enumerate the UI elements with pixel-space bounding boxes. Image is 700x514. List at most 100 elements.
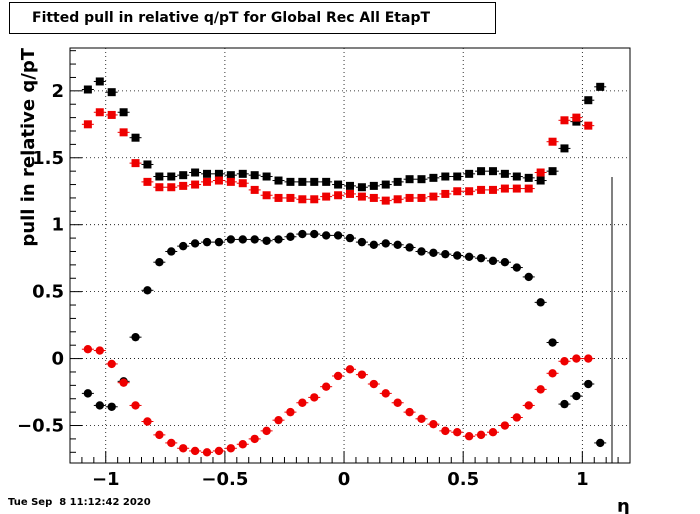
data-point-series-1 <box>417 175 426 184</box>
data-point-series-2 <box>369 193 378 202</box>
data-point-series-3 <box>107 402 116 411</box>
data-point-series-1 <box>262 172 271 181</box>
data-point-series-3 <box>536 298 545 307</box>
data-point-series-4 <box>345 365 355 374</box>
data-point-series-3 <box>155 257 164 267</box>
data-point-series-1 <box>560 144 569 153</box>
data-point-series-3 <box>286 232 295 241</box>
data-point-series-1 <box>465 169 474 178</box>
y-tick-label: 2 <box>51 81 64 102</box>
data-point-series-3 <box>572 391 581 401</box>
data-point-series-2 <box>203 177 212 186</box>
data-point-series-1 <box>107 88 116 97</box>
data-point-series-2 <box>262 191 271 200</box>
data-point-series-1 <box>369 181 378 190</box>
y-tick-label: −0.5 <box>17 416 64 437</box>
data-point-series-1 <box>95 77 104 86</box>
data-point-series-3 <box>345 233 355 243</box>
data-point-series-2 <box>155 183 164 192</box>
data-point-series-1 <box>238 169 247 178</box>
data-point-series-2 <box>83 120 92 129</box>
data-point-series-3 <box>464 252 474 262</box>
data-point-series-4 <box>95 346 104 355</box>
data-point-series-2 <box>143 177 152 186</box>
data-point-series-3 <box>131 332 140 342</box>
data-point-series-4 <box>536 385 545 394</box>
data-point-series-4 <box>262 426 271 436</box>
data-point-series-4 <box>214 446 224 456</box>
data-point-series-4 <box>178 444 188 453</box>
data-point-series-4 <box>83 345 93 354</box>
y-tick-label: 1 <box>51 215 64 236</box>
y-tick-label: 1.5 <box>32 148 64 169</box>
data-point-series-4 <box>560 357 569 366</box>
data-point-series-2 <box>381 196 390 205</box>
data-point-series-4 <box>476 430 486 440</box>
data-point-series-3 <box>476 253 486 263</box>
data-point-series-1 <box>167 172 176 181</box>
data-point-series-1 <box>548 167 557 176</box>
data-point-series-3 <box>512 263 522 272</box>
data-point-series-3 <box>333 231 343 240</box>
y-axis-title: pull in relative q/pT <box>18 47 39 246</box>
data-point-series-3 <box>298 229 307 239</box>
data-point-series-2 <box>548 137 557 146</box>
data-point-series-3 <box>417 247 426 256</box>
data-point-series-2 <box>95 108 104 117</box>
data-point-series-4 <box>274 415 283 425</box>
chart-title: Fitted pull in relative q/pT for Global … <box>9 2 496 34</box>
data-point-series-3 <box>369 240 379 249</box>
data-point-series-2 <box>429 192 438 201</box>
data-point-series-4 <box>429 419 438 429</box>
data-point-series-2 <box>310 195 319 204</box>
data-point-series-1 <box>536 176 545 185</box>
data-point-series-2 <box>131 159 140 168</box>
data-point-series-1 <box>512 172 521 181</box>
data-point-series-3 <box>262 236 271 245</box>
data-point-series-4 <box>250 434 259 444</box>
x-tick-label: 0.5 <box>447 469 479 490</box>
data-point-series-3 <box>274 235 283 244</box>
data-point-series-1 <box>322 177 331 186</box>
data-point-series-1 <box>584 96 593 105</box>
data-point-series-3 <box>226 235 236 244</box>
data-point-series-3 <box>202 237 212 247</box>
data-point-series-2 <box>417 193 426 202</box>
data-point-series-4 <box>572 354 581 363</box>
data-point-series-3 <box>167 247 176 256</box>
data-point-series-2 <box>322 192 331 201</box>
data-point-series-4 <box>548 369 557 378</box>
data-point-series-4 <box>202 448 212 457</box>
data-point-series-3 <box>500 257 510 267</box>
data-point-series-4 <box>131 401 140 410</box>
data-point-series-2 <box>191 180 200 189</box>
data-point-series-2 <box>560 116 569 125</box>
data-point-series-3 <box>405 243 414 252</box>
data-point-series-3 <box>190 239 200 248</box>
data-point-series-1 <box>357 183 366 192</box>
data-point-series-3 <box>560 399 569 409</box>
data-point-series-1 <box>298 177 307 186</box>
data-point-series-2 <box>214 176 223 185</box>
data-point-series-1 <box>500 169 509 178</box>
data-point-series-2 <box>500 184 509 193</box>
data-point-series-4 <box>238 440 247 449</box>
data-point-series-4 <box>524 401 533 410</box>
grid <box>70 48 630 463</box>
timestamp: Tue Sep 8 11:12:42 2020 <box>8 497 151 508</box>
data-point-series-1 <box>143 160 152 169</box>
data-point-series-4 <box>357 370 367 379</box>
data-point-series-2 <box>524 184 533 193</box>
data-point-series-4 <box>441 426 450 436</box>
data-point-series-2 <box>167 183 176 192</box>
data-point-series-1 <box>191 168 200 177</box>
data-point-series-3 <box>214 237 224 247</box>
data-point-series-3 <box>441 249 450 259</box>
data-point-series-2 <box>179 181 188 190</box>
data-point-series-1 <box>310 177 319 186</box>
data-point-series-2 <box>238 179 247 188</box>
data-point-series-4 <box>298 398 307 407</box>
data-point-series-1 <box>179 171 188 180</box>
data-point-series-1 <box>346 181 354 190</box>
data-point-series-2 <box>572 113 581 122</box>
